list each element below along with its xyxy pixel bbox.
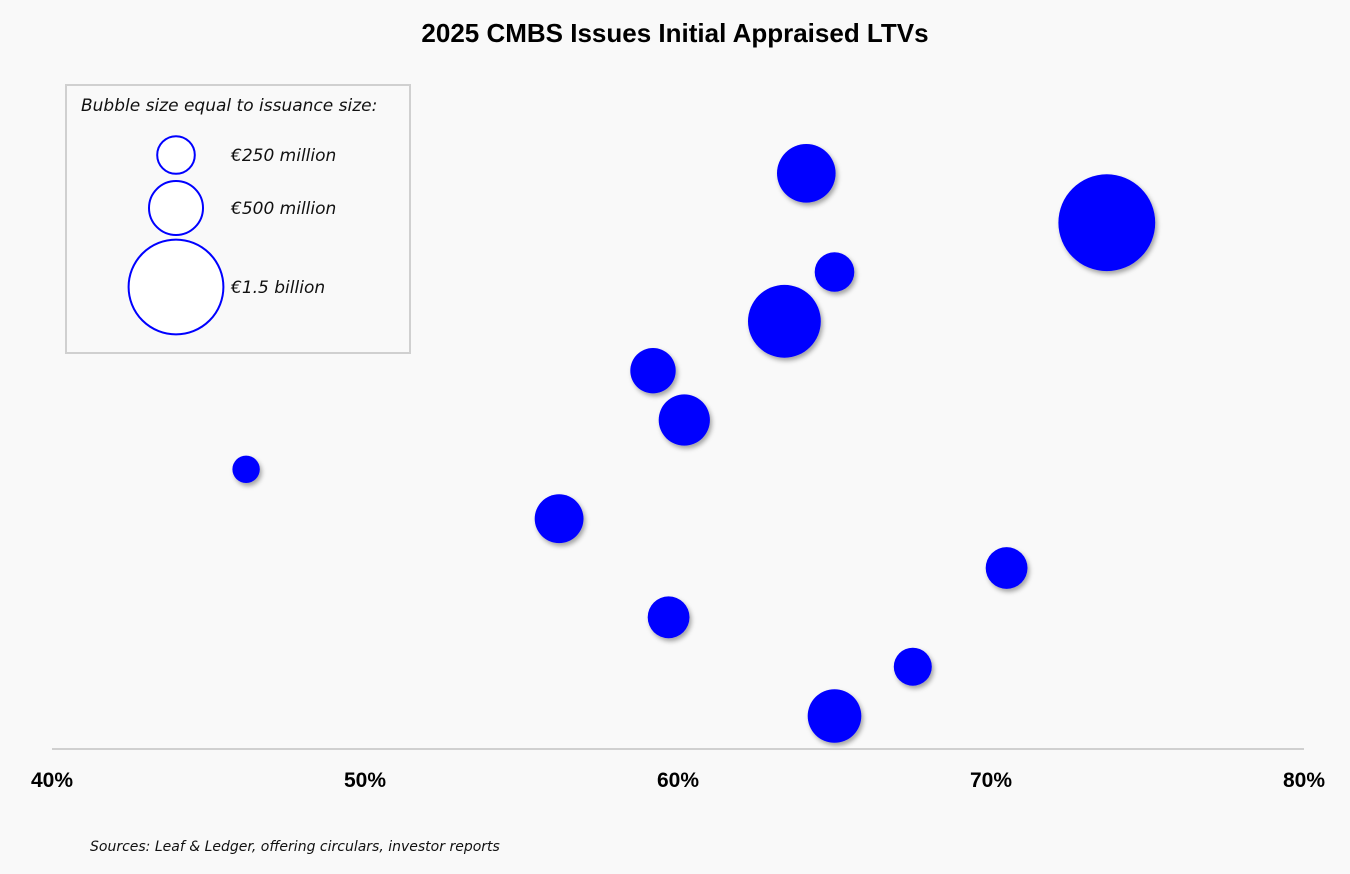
bubble-1 — [777, 144, 836, 203]
bubble-3 — [814, 252, 855, 292]
bubble-7 — [232, 455, 260, 483]
legend-bubble — [148, 180, 204, 236]
bubble-2 — [1058, 174, 1156, 272]
legend-bubble — [156, 135, 196, 175]
bubble-4 — [748, 284, 821, 358]
legend-label: €250 million — [230, 146, 336, 166]
legend-label: €500 million — [230, 199, 336, 219]
bubbles — [232, 144, 1156, 743]
x-tick-label: 70% — [970, 769, 1012, 792]
bubble-10 — [647, 596, 690, 639]
x-tick-label: 50% — [344, 769, 386, 792]
chart-title: 2025 CMBS Issues Initial Appraised LTVs — [421, 18, 928, 48]
x-axis-ticks: 40% 50% 60% 70% 80% — [31, 769, 1325, 792]
legend-label: €1.5 billion — [230, 278, 325, 298]
x-tick-label: 80% — [1283, 769, 1325, 792]
x-tick-label: 60% — [657, 769, 699, 792]
bubble-9 — [985, 547, 1028, 589]
bubble-12 — [807, 689, 862, 743]
source-note: Sources: Leaf & Ledger, offering circula… — [90, 839, 500, 855]
legend: Bubble size equal to issuance size: €250… — [65, 84, 411, 354]
legend-title: Bubble size equal to issuance size: — [81, 96, 377, 116]
bubble-11 — [893, 647, 932, 686]
legend-bubble — [127, 238, 225, 336]
x-tick-label: 40% — [31, 769, 73, 792]
bubble-8 — [534, 494, 584, 544]
legend-box — [65, 84, 411, 354]
bubble-5 — [630, 348, 676, 394]
bubble-6 — [658, 394, 710, 446]
